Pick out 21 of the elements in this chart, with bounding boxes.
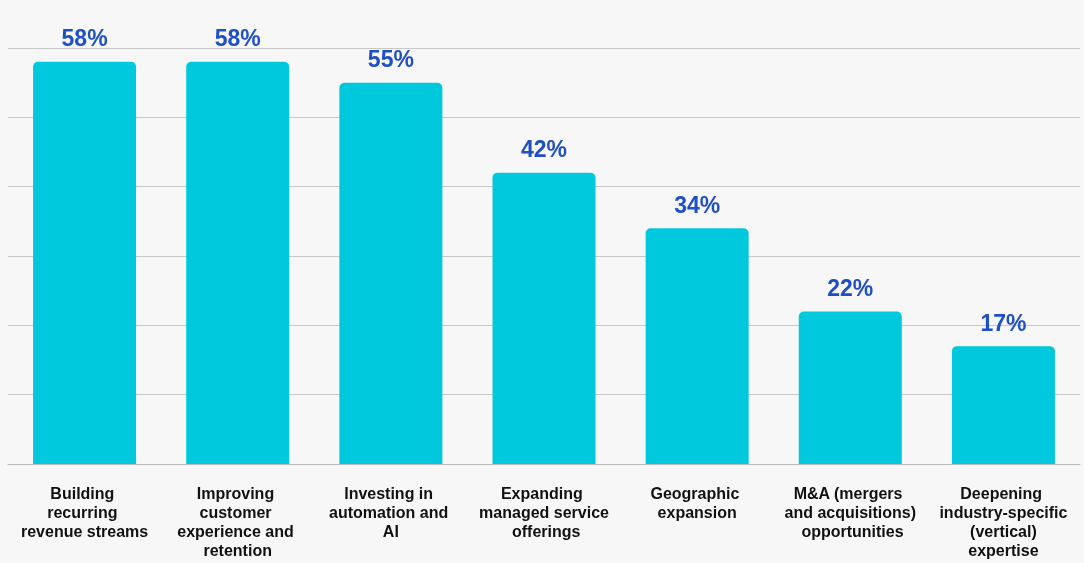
- x-tick-label: Expanding managed service offerings: [479, 485, 610, 540]
- x-tick-label: Building recurring revenue streams: [20, 485, 149, 540]
- data-label: 58%: [61, 25, 108, 52]
- data-label: 58%: [214, 25, 261, 52]
- data-label: 34%: [674, 191, 721, 218]
- data-label: 17%: [980, 309, 1027, 336]
- bar: [339, 82, 443, 464]
- data-label: 42%: [520, 136, 568, 163]
- x-tick-label: Investing in automation and AI: [329, 485, 453, 540]
- bar: [492, 172, 596, 464]
- x-tick-label: Improving customer experience and retention: [177, 485, 299, 559]
- bar: [798, 311, 902, 464]
- x-tick-label: Deepening industry-specific (vertical) expertise: [939, 485, 1068, 559]
- bar: [186, 61, 290, 464]
- x-tick-label: M&A (mergers and acquisitions) opportunities: [784, 485, 917, 540]
- data-label: 22%: [827, 274, 874, 301]
- bar: [645, 228, 749, 464]
- bar: [951, 346, 1055, 464]
- data-label: 55%: [367, 46, 414, 73]
- bar: [33, 61, 137, 464]
- x-tick-label: Geographic expansion: [650, 485, 744, 521]
